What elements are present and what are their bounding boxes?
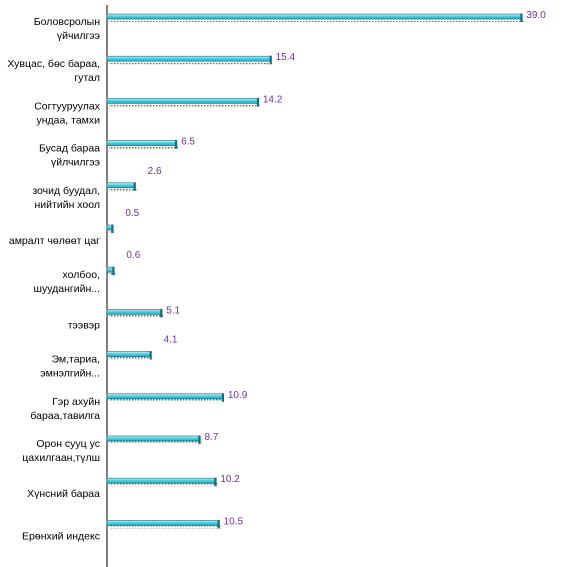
bar (106, 477, 216, 484)
bar-row: 10.2 Хүнсний бараа (27, 474, 240, 500)
bar-row: 15.4 Хувцас, бөс бараа, гутал (7, 52, 295, 84)
bar-end-cap (256, 97, 260, 107)
bar-row: 39.0 Боловсролын үйчилгээ (34, 10, 546, 42)
bar-row: 5.1 тээвэр (68, 305, 181, 331)
bar-shadow (109, 145, 179, 149)
bar-shadow (109, 61, 273, 65)
data-label: 2.6 (148, 166, 162, 177)
bar (106, 55, 271, 62)
bar-end-cap (269, 55, 272, 65)
bar (106, 435, 200, 442)
bar-shadow (109, 441, 202, 444)
category-label: үйлчилгээ (51, 157, 100, 169)
bar (106, 393, 224, 400)
category-label: гутал (74, 72, 100, 84)
bar-end-cap (217, 519, 220, 529)
category-label: Хувцас, бөс бараа, (7, 58, 100, 70)
category-label: Боловсролын (34, 16, 100, 28)
bar-row: 10.5 Ерөнхий индекс (22, 516, 243, 542)
data-label: 15.4 (276, 52, 296, 63)
bar (106, 182, 135, 189)
bar (106, 140, 177, 146)
category-label: холбоо, (63, 269, 100, 281)
bar-shadow (109, 103, 260, 107)
bar-shadow (109, 398, 225, 402)
bar-shadow (109, 19, 524, 22)
data-label: 39.0 (526, 10, 546, 21)
category-label: Хүнсний бараа (27, 488, 100, 500)
bar (106, 98, 259, 104)
data-label: 0.5 (125, 208, 139, 219)
bar-shadow (109, 272, 116, 276)
bar-end-cap (133, 182, 136, 191)
category-label: тээвэр (68, 319, 100, 331)
category-label: цахилгаан,түлш (22, 452, 100, 464)
bar-end-cap (198, 435, 201, 444)
bar-shadow (109, 314, 164, 318)
bar (106, 351, 151, 357)
bar-row: 2.6 зочид буудал, нийтийн хоол (32, 166, 162, 211)
data-label: 10.9 (228, 390, 248, 401)
bar-row: 4.1 Эм,тариа, эмнэлгийн... (40, 335, 178, 380)
bar-row: 8.7 Орон сууц ус цахилгаан,түлш (22, 432, 218, 464)
bar-row: 0.6 холбоо, шуудангийн... (34, 250, 141, 295)
category-label: Эм,тариа, (51, 354, 100, 366)
bar-end-cap (221, 393, 225, 402)
bar (106, 13, 522, 20)
bar (106, 309, 162, 315)
bar-end-cap (520, 13, 523, 22)
data-label: 4.1 (164, 335, 178, 346)
category-label: Согтууруулах (34, 100, 101, 112)
data-label: 6.5 (181, 137, 195, 148)
bar-end-cap (111, 224, 114, 233)
bar-end-cap (214, 477, 217, 487)
category-label: зочид буудал, (32, 185, 100, 197)
category-label: ундаа, тамхи (36, 114, 100, 126)
category-label: эмнэлгийн... (40, 368, 100, 380)
bar-row: 14.2 Согтууруулах ундаа, тамхи (34, 94, 283, 126)
category-label: нийтийн хоол (35, 199, 101, 211)
category-label: шуудангийн... (34, 283, 100, 295)
bar-end-cap (112, 266, 115, 276)
bar-shadow (109, 483, 218, 487)
category-label: Орон сууц ус (36, 438, 100, 450)
bar-shadow (109, 187, 137, 191)
bar-shadow (109, 525, 221, 529)
data-label: 5.1 (166, 305, 180, 316)
category-label: бараа,тавилга (30, 410, 100, 422)
bar-end-cap (160, 308, 163, 318)
data-label: 8.7 (204, 432, 218, 443)
category-label: Бусад бараа (39, 143, 100, 155)
category-label: Ерөнхий индекс (22, 530, 100, 542)
bar-row: 6.5 Бусад бараа үйлчилгээ (39, 137, 195, 169)
bar-shadow (109, 356, 153, 360)
bar-end-cap (149, 351, 152, 360)
bar-row: 10.9 Гэр ахуйн бараа,тавилга (30, 390, 247, 422)
data-label: 14.2 (263, 94, 283, 105)
category-label: Гэр ахуйн (52, 396, 100, 408)
data-label: 0.6 (126, 250, 140, 261)
category-label: амралт чөлөөт цаг (9, 235, 100, 247)
data-label: 10.2 (220, 474, 240, 485)
data-label: 10.5 (224, 516, 244, 527)
bar-row: 0.5 амралт чөлөөт цаг (9, 208, 140, 247)
category-label: үйчилгээ (57, 30, 100, 42)
bar (106, 520, 219, 526)
bar-end-cap (175, 140, 178, 149)
